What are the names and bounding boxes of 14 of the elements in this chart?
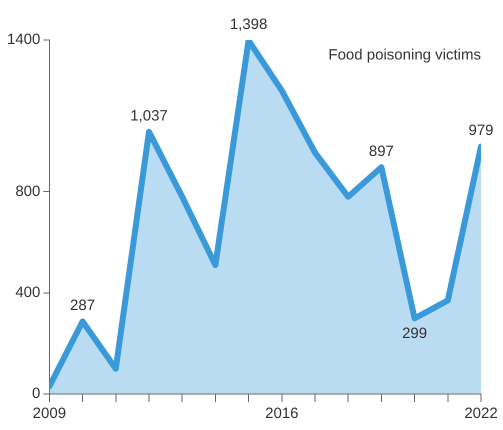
x-tick-label: 2022 [464, 405, 498, 422]
y-tick-label: 800 [15, 182, 40, 200]
data-label: 299 [402, 325, 428, 342]
y-tick-label: 400 [15, 284, 40, 301]
data-label: 979 [468, 122, 494, 140]
data-label: 897 [368, 142, 394, 160]
y-tick-label: 1400 [6, 31, 40, 48]
data-label: 287 [70, 297, 96, 314]
data-label: 1,037 [130, 107, 168, 124]
annotation: Food poisoning victims [328, 46, 481, 64]
data-label: 1,398 [230, 16, 268, 34]
y-tick-label: 0 [32, 385, 40, 402]
x-tick-label: 2009 [32, 405, 66, 422]
x-tick-label: 2016 [265, 405, 298, 422]
